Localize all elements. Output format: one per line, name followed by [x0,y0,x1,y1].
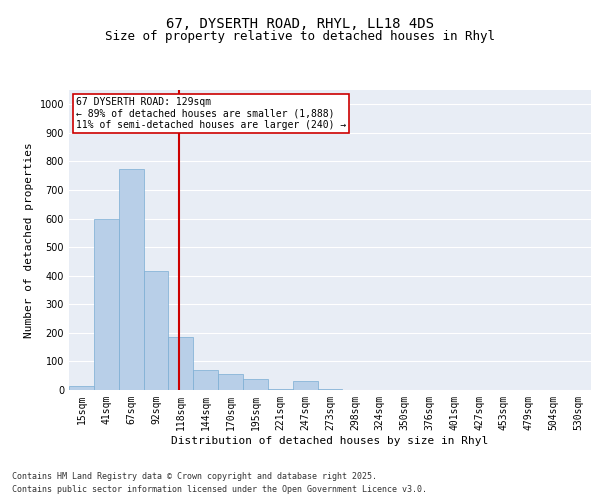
Bar [293,382,317,390]
Text: 67, DYSERTH ROAD, RHYL, LL18 4DS: 67, DYSERTH ROAD, RHYL, LL18 4DS [166,18,434,32]
Bar [69,386,94,390]
Text: 67 DYSERTH ROAD: 129sqm
← 89% of detached houses are smaller (1,888)
11% of semi: 67 DYSERTH ROAD: 129sqm ← 89% of detache… [76,97,346,130]
Bar [193,370,218,390]
Bar [268,388,293,390]
Y-axis label: Number of detached properties: Number of detached properties [24,142,34,338]
Text: Contains public sector information licensed under the Open Government Licence v3: Contains public sector information licen… [12,485,427,494]
Text: Contains HM Land Registry data © Crown copyright and database right 2025.: Contains HM Land Registry data © Crown c… [12,472,377,481]
Bar [317,388,343,390]
Bar [243,378,268,390]
Bar [169,337,193,390]
Bar [218,374,243,390]
Text: Size of property relative to detached houses in Rhyl: Size of property relative to detached ho… [105,30,495,43]
Bar [143,272,169,390]
Bar [119,168,143,390]
Bar [94,218,119,390]
X-axis label: Distribution of detached houses by size in Rhyl: Distribution of detached houses by size … [172,436,488,446]
